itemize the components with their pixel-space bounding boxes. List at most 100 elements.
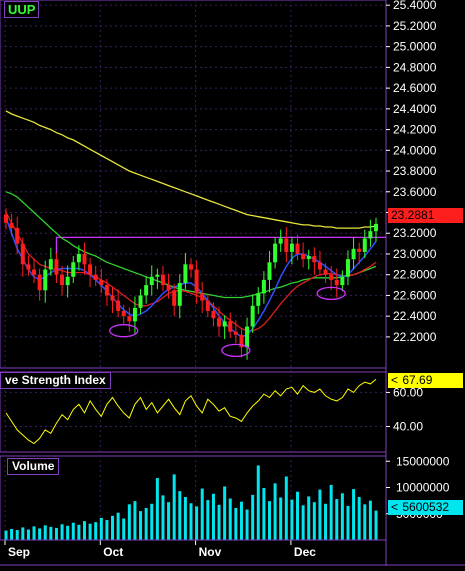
candle-body [233,331,238,335]
price-tick-label: 23.0000 [393,247,437,261]
month-label: Dec [294,545,316,559]
candle-body [284,238,289,252]
volume-bar [43,525,47,540]
volume-bar [211,493,215,540]
candle-body [357,248,362,252]
candle-body [15,228,20,244]
candle-body [289,243,294,252]
candle-body [144,285,149,296]
candle-body [239,334,244,348]
price-tick-label: 23.8000 [393,164,437,178]
volume-bar [239,501,243,540]
volume-bar [161,495,165,540]
candle-body [20,243,25,265]
candle-body [99,279,104,286]
volume-bar [66,525,70,540]
candle-body [116,300,121,311]
candle-body [374,223,378,232]
arrow-left-icon: < [391,373,399,387]
volume-bar [82,521,86,540]
candle-body [60,274,65,286]
candle-body [149,276,154,286]
volume-bar [99,517,103,540]
rsi-tick-label: 40.00 [393,419,423,433]
volume-bar [49,526,53,540]
volume-bar [167,502,171,540]
candle-body [65,276,70,286]
volume-bar [312,502,316,540]
candle-body [362,238,367,252]
volume-bar [4,530,8,540]
volume-bar [352,489,356,540]
candle-body [9,222,14,229]
candle-body [261,279,266,294]
last-price-badge: 23.2881 [388,208,463,223]
candle-body [160,274,165,286]
ellipse-annotation [221,343,251,358]
volume-bar [234,507,238,540]
volume-value: 5600532 [402,500,450,514]
candle-body [217,318,222,327]
price-tick-label: 23.6000 [393,185,437,199]
price-tick-label: 23.2000 [393,226,437,240]
price-tick-label: 22.4000 [393,309,437,323]
candle-body [76,253,81,263]
rsi-title: ve Strength Index [0,372,111,389]
volume-bar [335,499,339,540]
volume-bar [251,494,255,540]
candle-body [306,256,311,260]
volume-bar [290,499,294,540]
candle-body [368,231,373,239]
volume-bar [88,523,92,540]
volume-bar [38,528,42,540]
rsi-panel [5,378,377,445]
volume-bar [368,500,372,540]
last-price-value: 23.2881 [391,208,435,222]
candle-body [71,262,76,277]
candle-body [194,269,199,294]
candle-body [273,243,278,263]
candle-body [48,259,53,270]
volume-value-badge: < 5600532 [388,500,463,515]
price-panel [4,110,386,360]
volume-bar [133,501,137,540]
month-label: Oct [103,545,123,559]
price-tick-label: 22.2000 [393,330,437,344]
volume-bar [267,501,271,540]
candle-body [211,310,216,319]
candle-body [177,282,182,306]
rsi-tick-label: 60.00 [393,385,423,399]
candle-body [228,321,233,332]
candle-body [37,274,42,291]
volume-bar [301,505,305,540]
volume-bar [116,512,120,540]
volume-bar [54,527,58,540]
candle-body [104,285,109,296]
candle-body [323,269,328,275]
volume-bar [217,504,221,540]
volume-bar [318,489,322,540]
candle-body [312,256,317,263]
candle-body [250,305,255,327]
rsi-value: 67.69 [402,373,433,387]
volume-bar [296,491,300,540]
candle-body [200,293,205,301]
volume-bar [245,509,249,540]
candle-body [278,238,283,244]
volume-bar [111,515,115,540]
candle-body [345,259,350,277]
candle-body [267,262,272,280]
candle-body [183,264,188,283]
candle-body [4,214,8,223]
volume-bar [122,518,126,540]
volume-bar [15,530,19,540]
month-label: Sep [8,545,30,559]
price-tick-label: 22.6000 [393,288,437,302]
month-label: Nov [199,545,222,559]
arrow-left-icon: < [391,500,399,514]
volume-bar [357,496,361,540]
candle-body [295,243,300,254]
volume-bar [10,528,14,540]
volume-bar [195,506,199,540]
volume-bar [329,484,333,540]
